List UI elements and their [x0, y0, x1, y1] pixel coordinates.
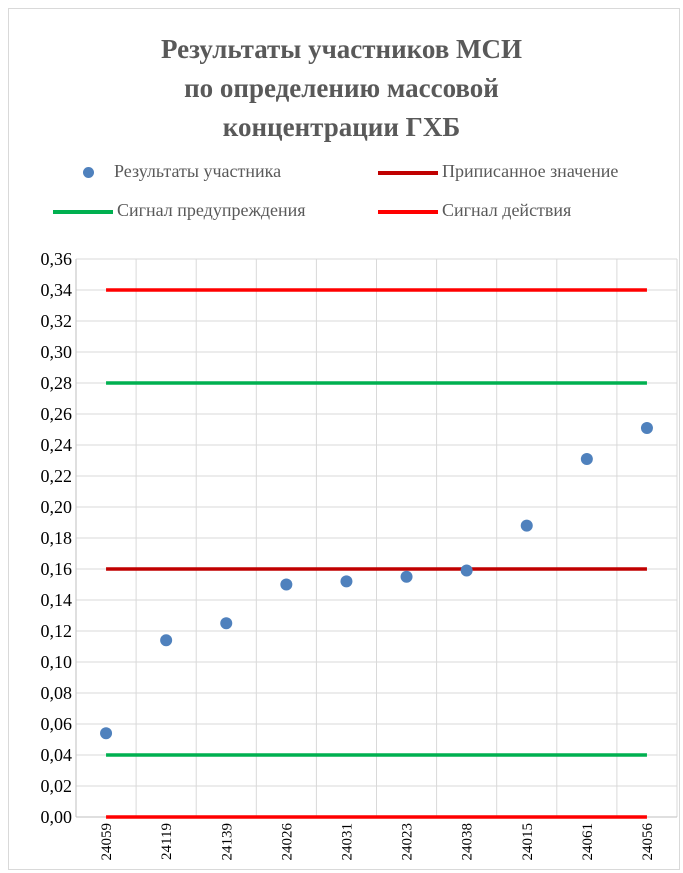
y-tick-label: 0,32: [41, 311, 73, 331]
y-tick-label: 0,12: [41, 621, 73, 641]
y-tick-label: 0,22: [41, 466, 73, 486]
legend-marker-line: [378, 170, 438, 175]
legend-item-warning-signal: Сигнал предупреждения: [53, 199, 306, 221]
x-tick-label: 24023: [400, 823, 416, 861]
legend-label: Сигнал действия: [442, 200, 572, 220]
data-point: [160, 634, 173, 647]
legend-label: Результаты участника: [114, 161, 282, 181]
chart-title-line-1: Результаты участников МСИ: [160, 34, 523, 64]
y-tick-label: 0,10: [41, 652, 73, 672]
y-tick-label: 0,34: [41, 280, 73, 300]
chart-title-line-2: по определению массовой: [184, 73, 499, 103]
x-tick-label: 24031: [339, 823, 355, 861]
data-point: [640, 421, 653, 434]
legend-label: Приписанное значение: [442, 161, 619, 181]
y-tick-label: 0,30: [41, 342, 73, 362]
legend-label: Сигнал предупреждения: [117, 200, 306, 220]
data-point: [460, 564, 473, 577]
data-point: [520, 519, 533, 532]
data-point: [400, 570, 413, 583]
x-tick-label: 24139: [219, 823, 235, 861]
y-tick-label: 0,20: [41, 497, 73, 517]
y-tick-label: 0,28: [41, 373, 73, 393]
y-tick-label: 0,02: [41, 776, 73, 796]
y-tick-label: 0,00: [41, 807, 73, 827]
y-tick-label: 0,04: [41, 745, 73, 765]
y-tick-label: 0,26: [41, 404, 73, 424]
legend-marker-line: [378, 209, 438, 214]
y-tick-label: 0,14: [41, 590, 73, 610]
x-tick-label: 24026: [279, 823, 295, 861]
y-tick-label: 0,18: [41, 528, 73, 548]
data-point: [580, 452, 593, 465]
x-tick-label: 24061: [580, 823, 596, 861]
y-tick-label: 0,08: [41, 683, 73, 703]
data-point: [100, 727, 113, 740]
y-tick-label: 0,16: [41, 559, 73, 579]
legend-item-participant-results: Результаты участника: [73, 160, 281, 182]
legend-marker-dot: [83, 167, 94, 179]
x-tick-label: 24059: [99, 823, 115, 861]
legend-marker-line: [53, 209, 113, 214]
x-tick-label: 24056: [640, 823, 656, 861]
data-point: [340, 575, 353, 588]
legend-item-assigned-value: Приписанное значение: [378, 160, 618, 182]
data-point: [280, 578, 293, 591]
data-point: [220, 617, 233, 630]
chart-title: Результаты участников МСИ по определению…: [0, 30, 683, 147]
chart-title-line-3: концентрации ГХБ: [222, 112, 461, 142]
x-tick-label: 24038: [460, 823, 476, 861]
y-tick-label: 0,24: [41, 435, 73, 455]
x-tick-label: 24119: [159, 823, 175, 860]
chart-frame: [8, 8, 680, 870]
legend-item-action-signal: Сигнал действия: [378, 199, 571, 221]
y-tick-label: 0,36: [41, 249, 73, 269]
y-tick-label: 0,06: [41, 714, 73, 734]
x-tick-label: 24015: [520, 823, 536, 861]
